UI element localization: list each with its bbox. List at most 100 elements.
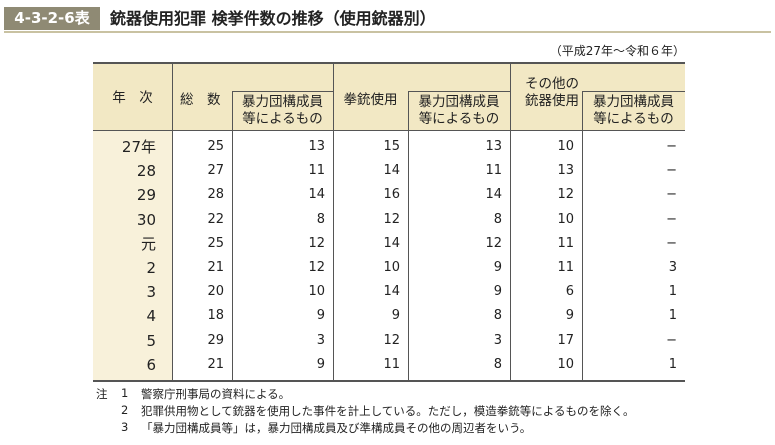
cell-value: 10 [557, 139, 574, 154]
cell-value: 18 [207, 308, 224, 324]
cell-value: 6 [565, 284, 574, 300]
cell-value: 10 [308, 284, 325, 300]
cell-value: − [666, 211, 677, 227]
cell-value: 29 [207, 332, 224, 348]
cell-value: 14 [485, 187, 502, 203]
cell-value: 8 [493, 356, 502, 372]
cell-value: 8 [316, 211, 325, 227]
cell-value: 12 [308, 235, 325, 251]
cell-value: 9 [493, 260, 502, 275]
cell-value: 22 [207, 211, 224, 227]
cell-value: 16 [383, 187, 400, 203]
cell-value: 11 [383, 356, 400, 372]
cell-value: 14 [308, 187, 325, 203]
header-cell: 暴力団構成員等によるもの [418, 94, 500, 127]
note-label: 注 [96, 387, 108, 401]
cell-value: 1 [668, 284, 677, 300]
rule-line [510, 62, 511, 380]
cell-value: 21 [207, 356, 224, 372]
cell-value: 9 [316, 356, 325, 372]
note-text: 警察庁刑事局の資料による。 [141, 387, 291, 401]
header-cell: その他の銃器使用 [525, 76, 579, 109]
cell-value: − [666, 163, 677, 179]
note-text: 「暴力団構成員等」は，暴力団構成員及び準構成員その他の周辺者をいう。 [141, 421, 532, 435]
rule-line [582, 91, 685, 92]
cell-value: 9 [565, 308, 574, 324]
rule-line [232, 91, 233, 380]
cell-value: 1 [668, 356, 677, 372]
cell-value: 1 [668, 308, 677, 324]
cell-value: 12 [308, 260, 325, 275]
cell-value: 9 [493, 284, 502, 300]
cell-value: 13 [308, 139, 325, 154]
note-number: 3 [121, 420, 129, 434]
rule-line [232, 91, 333, 92]
year-bg [93, 130, 172, 380]
cell-value: 14 [383, 284, 400, 300]
rule-line [93, 380, 685, 382]
cell-value: − [666, 235, 677, 251]
cell-value: 10 [557, 211, 574, 227]
table-title: 銃器使用犯罪 検挙件数の推移（使用銃器別） [110, 9, 436, 28]
rule-line [172, 62, 173, 380]
cell-value: 11 [308, 163, 325, 179]
cell-value: − [666, 187, 677, 203]
cell-value: 9 [391, 308, 400, 324]
cell-value: 9 [316, 308, 325, 324]
cell-value: 12 [557, 187, 574, 203]
cell-value: 15 [383, 139, 400, 154]
cell-value: 17 [557, 332, 574, 348]
cell-value: 3 [493, 332, 502, 348]
row-label: 30 [136, 210, 156, 229]
rule-line [93, 130, 685, 131]
row-label: 29 [136, 186, 156, 205]
title-rule [4, 31, 771, 33]
cell-value: − [666, 139, 677, 154]
row-label: 元 [140, 234, 156, 253]
rule-line [408, 91, 510, 92]
rule-line [93, 62, 685, 64]
cell-value: 11 [557, 260, 574, 275]
period: （平成27年～令和６年） [549, 44, 685, 58]
cell-value: 8 [493, 211, 502, 227]
cell-value: 11 [557, 235, 574, 251]
cell-value: 13 [557, 163, 574, 179]
header-cell: 暴力団構成員等によるもの [593, 94, 674, 127]
rule-line [333, 62, 334, 380]
cell-value: 27 [207, 163, 224, 179]
cell-value: 13 [485, 139, 502, 154]
cell-value: 11 [485, 163, 502, 179]
note-number: 1 [121, 386, 129, 400]
cell-value: 21 [207, 260, 224, 275]
cell-value: 12 [485, 235, 502, 251]
cell-value: 14 [383, 163, 400, 179]
cell-value: 12 [383, 332, 400, 348]
row-label: 2 [146, 259, 156, 277]
row-label: 6 [146, 355, 156, 374]
rule-line [582, 91, 583, 380]
note-number: 2 [121, 403, 129, 417]
cell-value: 3 [316, 332, 325, 348]
header-bg [93, 62, 685, 130]
cell-value: 14 [383, 235, 400, 251]
row-label: 27年 [121, 138, 156, 156]
header-cell: 年 次 [112, 90, 153, 106]
rule-line [408, 91, 409, 380]
table-id: 4-3-2-6表 [4, 7, 100, 30]
cell-value: 28 [207, 187, 224, 203]
cell-value: 25 [207, 235, 224, 251]
header-cell: 総 数 [180, 92, 221, 108]
row-label: 28 [136, 162, 156, 181]
cell-value: 10 [557, 356, 574, 372]
note-text: 犯罪供用物として銃器を使用した事件を計上している。ただし，模造拳銃等によるものを… [141, 404, 635, 418]
header-cell: 暴力団構成員等によるもの [242, 94, 323, 127]
row-label: 4 [146, 307, 156, 326]
cell-value: − [666, 332, 677, 348]
cell-value: 10 [383, 260, 400, 275]
cell-value: 12 [383, 211, 400, 227]
cell-value: 8 [493, 308, 502, 324]
row-label: 5 [146, 331, 156, 350]
row-label: 3 [146, 283, 156, 302]
